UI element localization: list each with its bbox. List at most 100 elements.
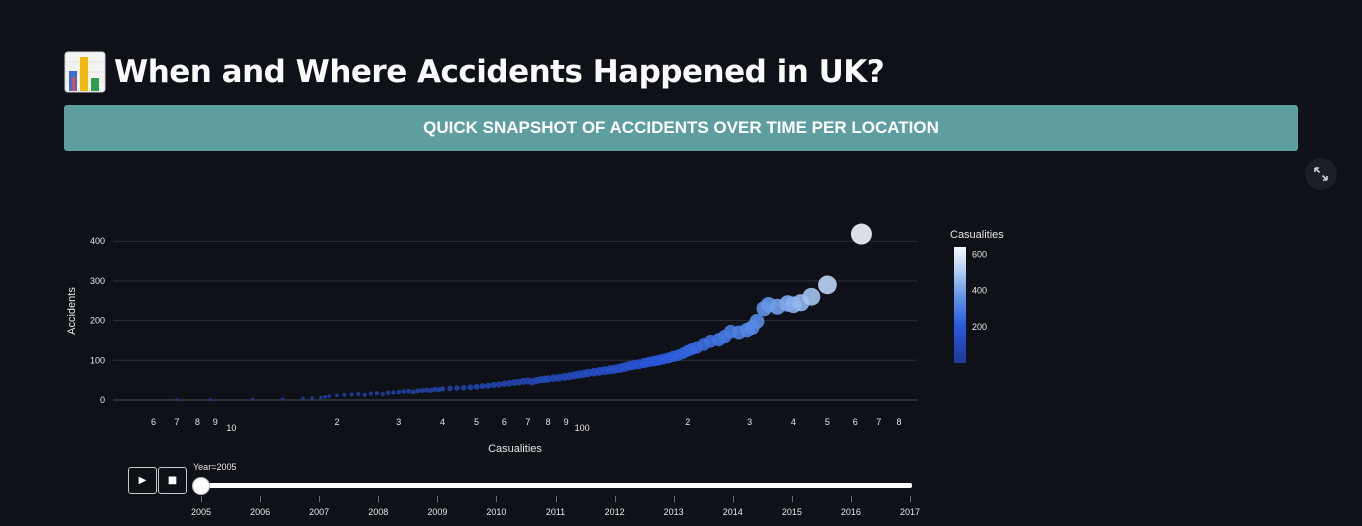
x-tick-label: 8: [897, 417, 902, 427]
scatter-point[interactable]: [281, 397, 285, 401]
scatter-point[interactable]: [356, 392, 361, 397]
scatter-point[interactable]: [301, 396, 305, 401]
scatter-point[interactable]: [251, 397, 255, 401]
slider-year-label[interactable]: 2006: [250, 507, 271, 517]
scatter-point[interactable]: [461, 384, 467, 391]
scatter-point[interactable]: [495, 381, 503, 388]
scatter-point[interactable]: [818, 275, 837, 295]
scatter-point[interactable]: [342, 392, 347, 397]
scatter-point[interactable]: [802, 287, 821, 306]
slider-tick: [850, 496, 852, 502]
slider-tick: [496, 496, 498, 502]
scatter-point[interactable]: [467, 384, 474, 391]
slider-tick: [910, 496, 911, 502]
scatter-point[interactable]: [380, 391, 385, 397]
grid-lines: [113, 240, 917, 401]
scatter-point[interactable]: [490, 381, 497, 389]
stop-icon: ■: [167, 475, 178, 486]
x-tick-label: 100: [575, 423, 590, 433]
scatter-point[interactable]: [349, 392, 354, 397]
scatter-point[interactable]: [396, 389, 402, 395]
year-slider-track[interactable]: [200, 483, 912, 488]
slider-year-label[interactable]: 2005: [190, 507, 212, 517]
x-tick-label: 8: [195, 417, 200, 427]
scatter-point[interactable]: [419, 387, 425, 393]
slider-year-label[interactable]: 2011: [545, 507, 566, 517]
scatter-point[interactable]: [368, 391, 374, 396]
scatter-point[interactable]: [473, 383, 480, 390]
x-tick-label: 7: [174, 417, 179, 427]
scatter-point[interactable]: [362, 392, 367, 397]
x-tick-label: 8: [546, 417, 551, 427]
scatter-point[interactable]: [391, 390, 396, 395]
scatter-points: [175, 223, 872, 402]
scatter-point[interactable]: [410, 389, 416, 395]
colorbar-title: Casualities: [950, 229, 1004, 241]
slider-year-label[interactable]: 2007: [309, 507, 330, 517]
x-tick-label: 9: [564, 417, 569, 427]
slider-year-label[interactable]: 2017: [899, 507, 921, 517]
colorbar-ticks: 200 400 600: [972, 249, 987, 332]
fullscreen-expand-button[interactable]: [1305, 158, 1337, 190]
y-tick-label: 400: [90, 236, 105, 246]
scatter-point[interactable]: [485, 382, 492, 389]
slider-tick: [260, 496, 262, 502]
slider-year-label[interactable]: 2010: [486, 507, 507, 517]
scatter-point[interactable]: [479, 383, 486, 390]
slider-year-label[interactable]: 2016: [840, 507, 861, 517]
slider-year-label[interactable]: 2015: [781, 507, 802, 517]
slider-year-label[interactable]: 2008: [368, 507, 389, 517]
slider-tick: [201, 496, 202, 502]
slider-current-label: Year=2005: [193, 462, 237, 472]
year-slider-handle[interactable]: [192, 477, 210, 495]
x-tick-label: 6: [151, 417, 156, 427]
x-tick-label: 6: [853, 417, 858, 427]
x-tick-label: 7: [525, 417, 530, 427]
slider-year-label[interactable]: 2012: [604, 507, 625, 517]
slider-tick: [319, 496, 321, 502]
bar-chart-emoji-icon: [64, 51, 106, 93]
scatter-point[interactable]: [439, 386, 446, 392]
scatter-point[interactable]: [406, 388, 411, 394]
x-tick-label: 3: [396, 417, 401, 427]
y-tick-label: 200: [90, 316, 105, 326]
slider-year-label[interactable]: 2013: [663, 507, 684, 517]
scatter-point[interactable]: [415, 388, 421, 394]
banner-text: QUICK SNAPSHOT OF ACCIDENTS OVER TIME PE…: [423, 118, 939, 137]
slider-year-label[interactable]: 2009: [427, 507, 448, 517]
x-tick-label: 3: [747, 417, 752, 427]
scatter-point[interactable]: [310, 396, 314, 400]
scatter-point[interactable]: [544, 375, 552, 383]
x-tick-label: 4: [791, 417, 796, 427]
scatter-point[interactable]: [374, 391, 380, 396]
scatter-point[interactable]: [385, 390, 391, 396]
slider-year-label[interactable]: 2014: [722, 507, 743, 517]
scatter-point[interactable]: [323, 395, 327, 399]
slider-tick: [437, 496, 439, 502]
scatter-point[interactable]: [327, 394, 331, 398]
scatter-point[interactable]: [208, 398, 212, 402]
scatter-point[interactable]: [319, 395, 323, 400]
colorbar-tick-label: 600: [972, 249, 987, 259]
scatter-point[interactable]: [335, 393, 339, 398]
x-tick-label: 6: [502, 417, 507, 427]
x-tick-label: 7: [876, 417, 881, 427]
scatter-point[interactable]: [850, 223, 872, 245]
slider-tick: [378, 496, 380, 502]
scatter-point[interactable]: [454, 385, 460, 391]
scatter-point[interactable]: [428, 387, 434, 394]
colorbar-tick-label: 200: [972, 322, 987, 332]
scatter-point[interactable]: [423, 387, 430, 393]
scatter-point[interactable]: [447, 385, 453, 392]
scatter-point[interactable]: [749, 313, 765, 329]
scatter-point[interactable]: [175, 398, 179, 402]
stop-button[interactable]: ■: [158, 467, 187, 494]
slider-tick: [614, 496, 616, 502]
page-title-text: When and Where Accidents Happened in UK?: [114, 54, 885, 90]
scatter-point[interactable]: [432, 386, 438, 392]
play-button[interactable]: ▶: [128, 467, 157, 494]
x-axis-ticks: 6 7 8 9 10 2 3 4 5 6 7 8 9 100 2 3 4 5 6 7 8: [151, 417, 902, 433]
scatter-point[interactable]: [401, 389, 407, 395]
scatter-point[interactable]: [501, 380, 508, 387]
